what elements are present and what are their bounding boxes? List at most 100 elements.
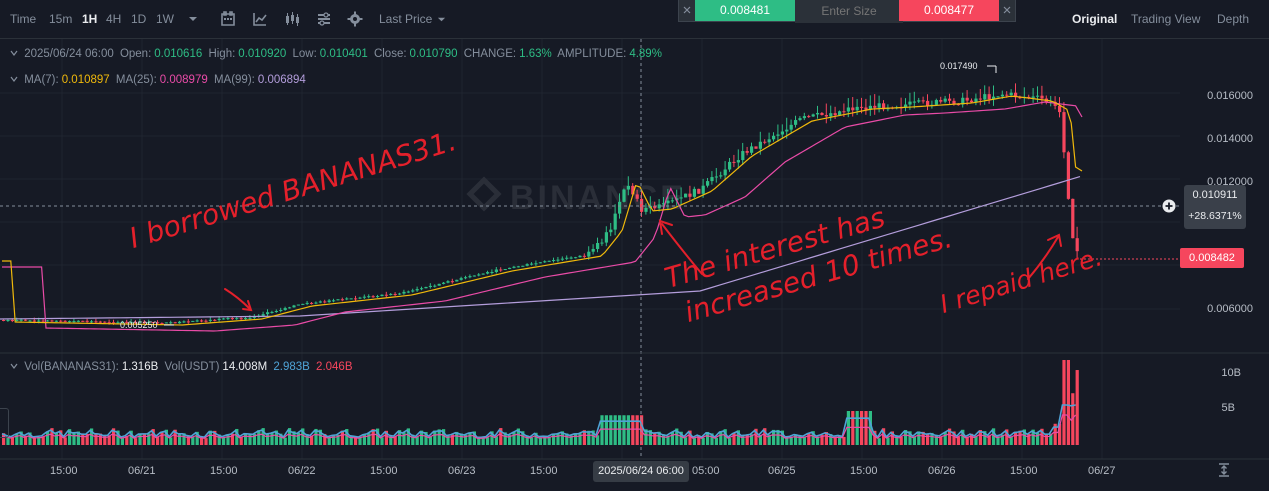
- volume-bar: [367, 433, 371, 445]
- chevron-down-icon[interactable]: [10, 75, 18, 83]
- volume-bar: [459, 433, 463, 445]
- candle-body: [560, 258, 564, 260]
- toolbar-divider: [0, 38, 1269, 39]
- volume-bar: [956, 436, 960, 445]
- candle-body: [367, 296, 371, 298]
- volume-bar: [1044, 433, 1048, 445]
- candle-body: [662, 203, 666, 205]
- interval-1w[interactable]: 1W: [156, 12, 174, 26]
- volume-bar: [670, 431, 674, 445]
- fit-axis-icon[interactable]: [1217, 463, 1231, 477]
- sidebar-expand-handle[interactable]: [0, 408, 9, 438]
- list-icon[interactable]: [316, 11, 332, 27]
- candle-body: [543, 261, 547, 263]
- volume-bar: [688, 430, 692, 445]
- candle-body: [94, 321, 98, 323]
- tab-trading-view[interactable]: Trading View: [1131, 12, 1201, 26]
- volume-bar: [974, 436, 978, 445]
- volume-bar: [873, 430, 877, 445]
- tab-original[interactable]: Original: [1072, 12, 1118, 26]
- chevron-down-icon[interactable]: [437, 15, 446, 24]
- volume-bar: [807, 433, 811, 445]
- volume-bar: [138, 433, 142, 445]
- volume-bar: [68, 429, 72, 445]
- interval-1d[interactable]: 1D: [131, 12, 147, 26]
- volume-bar: [371, 429, 375, 445]
- volume-bar: [85, 433, 89, 445]
- candle-body: [807, 116, 811, 118]
- candle-body: [868, 105, 872, 110]
- candlestick-chart[interactable]: BINANCE 0.017490 0.005250: [0, 39, 1269, 491]
- volume-bar: [838, 435, 842, 445]
- volume-bar: [780, 430, 784, 445]
- volume-bar: [868, 411, 872, 445]
- price-axis-label: 0.014000: [1207, 133, 1253, 145]
- open-value: 0.010616: [154, 48, 203, 60]
- volume-bar: [798, 435, 802, 445]
- interval-1h[interactable]: 1H: [82, 12, 98, 26]
- volume-bar: [741, 435, 745, 445]
- volume-bar: [274, 430, 278, 445]
- chevron-down-icon[interactable]: [10, 362, 18, 370]
- volume-bar: [37, 436, 41, 445]
- volume-bar: [640, 415, 644, 445]
- volume-bar: [1062, 360, 1066, 445]
- candle-body: [230, 318, 234, 320]
- volume-bar: [103, 435, 107, 445]
- candle-body: [864, 107, 868, 110]
- volume-bar: [239, 436, 243, 445]
- indicator-icon[interactable]: [252, 11, 268, 27]
- gear-icon[interactable]: [347, 11, 363, 27]
- candle-body: [904, 104, 908, 108]
- calendar-icon[interactable]: [220, 11, 236, 27]
- interval-15m[interactable]: 15m: [49, 12, 73, 26]
- arrowhead-repaid-icon: [1047, 233, 1062, 247]
- candle-body: [512, 266, 516, 268]
- candle-body: [1027, 96, 1031, 98]
- arrowhead-interest-icon: [658, 219, 673, 235]
- candle-body: [908, 101, 912, 105]
- price-type-select[interactable]: Last Price: [379, 12, 433, 26]
- volume-bar: [613, 415, 617, 445]
- volume-bar: [578, 433, 582, 445]
- volume-bar: [675, 428, 679, 445]
- candle-body: [1031, 96, 1035, 98]
- volume-bar: [516, 428, 520, 445]
- volume-bar: [208, 430, 212, 445]
- buy-price-button[interactable]: 0.008481: [695, 0, 795, 21]
- candle-body: [882, 103, 886, 110]
- chevron-down-icon[interactable]: [188, 14, 198, 24]
- volume-bar: [512, 431, 516, 445]
- size-input[interactable]: [795, 0, 903, 23]
- volume-bar: [789, 437, 793, 445]
- candle-body: [446, 281, 450, 283]
- candle-body: [508, 267, 512, 270]
- volume-bar: [987, 435, 991, 445]
- plus-icon[interactable]: [1162, 199, 1176, 213]
- chart-toolbar: Time 15m 1H 4H 1D 1W Last Price Original…: [0, 0, 1269, 38]
- volume-bar: [486, 437, 490, 445]
- chevron-down-icon[interactable]: [10, 49, 18, 57]
- volume-bar: [213, 430, 217, 445]
- candle-body: [732, 161, 736, 163]
- close-icon[interactable]: [683, 6, 691, 14]
- candle-style-icon[interactable]: [284, 11, 300, 27]
- volume-bar: [63, 437, 67, 445]
- volume-bar: [349, 435, 353, 445]
- candle-body: [195, 320, 199, 322]
- close-icon[interactable]: [1003, 6, 1011, 14]
- volume-bar: [90, 428, 94, 445]
- interval-4h[interactable]: 4H: [106, 12, 122, 26]
- volume-bar: [226, 435, 230, 445]
- volume-bar: [2, 433, 6, 445]
- candle-body: [851, 107, 855, 111]
- volume-bars: [2, 360, 1079, 445]
- price-axis-label: 0.016000: [1207, 90, 1253, 102]
- candle-body: [917, 100, 921, 102]
- tab-depth[interactable]: Depth: [1217, 12, 1250, 26]
- volume-bar: [679, 431, 683, 445]
- candle-body: [10, 320, 14, 322]
- crosshair-price-tag: 0.010911 +28.6371%: [1184, 185, 1246, 229]
- sell-price-button[interactable]: 0.008477: [899, 0, 999, 21]
- amplitude-label: AMPLITUDE:: [557, 48, 627, 60]
